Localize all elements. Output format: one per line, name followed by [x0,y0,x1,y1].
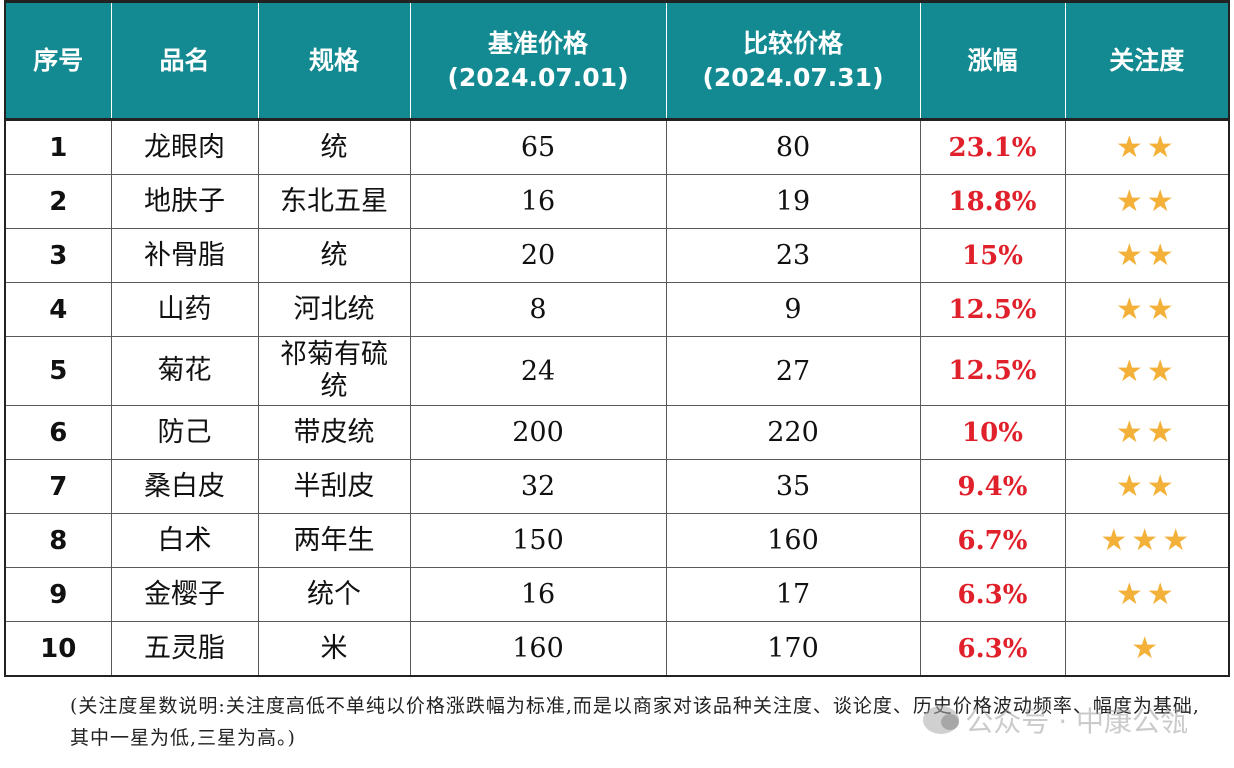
product-name: 白术 [110,513,259,568]
product-spec: 统 [257,228,411,283]
product-spec: 统个 [257,567,411,622]
product-name: 桑白皮 [110,459,259,514]
row-index: 3 [4,228,112,283]
product-name: 金樱子 [110,567,259,622]
table-row: 7 桑白皮 半刮皮 32 35 9.4% ★★ [4,459,1230,514]
compare-price: 17 [665,567,921,622]
rise-percent: 10% [919,405,1066,460]
compare-price: 80 [665,119,921,175]
compare-price: 23 [665,228,921,283]
base-price: 200 [409,405,667,460]
attention-legend-note: (关注度星数说明:关注度高低不单纯以价格涨跌幅为标准,而是以商家对该品种关注度、… [70,695,1200,749]
row-index: 6 [4,405,112,460]
attention-stars-icon: ★★★ [1064,513,1230,568]
compare-price: 160 [665,513,921,568]
product-name: 龙眼肉 [110,119,259,175]
base-price: 150 [409,513,667,568]
compare-price: 220 [665,405,921,460]
base-price-date: (2024.07.01) [447,62,629,92]
compare-price: 19 [665,174,921,229]
col-header-spec: 规格 [258,0,411,121]
compare-price: 27 [665,336,921,406]
attention-stars-icon: ★★ [1064,228,1230,283]
rise-percent: 6.3% [919,567,1066,622]
product-name: 山药 [110,282,259,337]
table-row: 10 五灵脂 米 160 170 6.3% ★ [4,621,1230,677]
product-spec: 祁菊有硫统 [257,336,411,406]
product-name: 防己 [110,405,259,460]
watermark-text: 公众号 · 中康公瓴 [965,705,1188,738]
table-row: 5 菊花 祁菊有硫统 24 27 12.5% ★★ [4,336,1230,406]
base-price: 65 [409,119,667,175]
product-spec: 统 [257,119,411,175]
base-price: 32 [409,459,667,514]
row-index: 9 [4,567,112,622]
col-header-attention: 关注度 [1065,0,1230,121]
row-index: 2 [4,174,112,229]
wechat-icon [923,706,960,734]
compare-price-date: (2024.07.31) [702,62,884,92]
product-name: 菊花 [110,336,259,406]
rise-percent: 12.5% [919,282,1066,337]
table-row: 3 补骨脂 统 20 23 15% ★★ [4,228,1230,283]
attention-stars-icon: ★★ [1064,119,1230,175]
table-header-row: 序号 品名 规格 基准价格 (2024.07.01) 比较价格 (2024.07… [4,0,1230,121]
rise-percent: 9.4% [919,459,1066,514]
col-header-compare-price: 比较价格 (2024.07.31) [666,0,921,121]
row-index: 4 [4,282,112,337]
rise-percent: 6.7% [919,513,1066,568]
product-spec: 东北五星 [257,174,411,229]
compare-price: 35 [665,459,921,514]
compare-price-title: 比较价格 [742,28,843,58]
table-row: 8 白术 两年生 150 160 6.7% ★★★ [4,513,1230,568]
attention-stars-icon: ★ [1064,621,1230,677]
product-spec: 米 [257,621,411,677]
product-spec: 半刮皮 [257,459,411,514]
attention-stars-icon: ★★ [1064,405,1230,460]
attention-stars-icon: ★★ [1064,282,1230,337]
rise-percent: 18.8% [919,174,1066,229]
attention-stars-icon: ★★ [1064,567,1230,622]
base-price: 16 [409,567,667,622]
attention-stars-icon: ★★ [1064,174,1230,229]
col-header-rise: 涨幅 [920,0,1066,121]
watermark: 公众号 · 中康公瓴 [923,700,1188,740]
table-row: 4 山药 河北统 8 9 12.5% ★★ [4,282,1230,337]
table-row: 2 地肤子 东北五星 16 19 18.8% ★★ [4,174,1230,229]
row-index: 10 [4,621,112,677]
base-price: 20 [409,228,667,283]
base-price: 160 [409,621,667,677]
table-row: 9 金樱子 统个 16 17 6.3% ★★ [4,567,1230,622]
row-index: 5 [4,336,112,406]
product-name: 五灵脂 [110,621,259,677]
attention-stars-icon: ★★ [1064,336,1230,406]
product-name: 补骨脂 [110,228,259,283]
base-price: 8 [409,282,667,337]
col-header-name: 品名 [111,0,259,121]
product-spec: 两年生 [257,513,411,568]
compare-price: 170 [665,621,921,677]
base-price-title: 基准价格 [487,28,588,58]
row-index: 1 [4,119,112,175]
base-price: 24 [409,336,667,406]
base-price: 16 [409,174,667,229]
product-spec: 带皮统 [257,405,411,460]
rise-percent: 6.3% [919,621,1066,677]
rise-percent: 12.5% [919,336,1066,406]
rise-percent: 15% [919,228,1066,283]
col-header-base-price: 基准价格 (2024.07.01) [410,0,667,121]
product-name: 地肤子 [110,174,259,229]
product-spec: 河北统 [257,282,411,337]
col-header-index: 序号 [4,0,112,121]
price-table: 序号 品名 规格 基准价格 (2024.07.01) 比较价格 (2024.07… [4,0,1230,677]
table-row: 1 龙眼肉 统 65 80 23.1% ★★ [4,119,1230,175]
row-index: 7 [4,459,112,514]
table-row: 6 防己 带皮统 200 220 10% ★★ [4,405,1230,460]
attention-stars-icon: ★★ [1064,459,1230,514]
row-index: 8 [4,513,112,568]
rise-percent: 23.1% [919,119,1066,175]
compare-price: 9 [665,282,921,337]
